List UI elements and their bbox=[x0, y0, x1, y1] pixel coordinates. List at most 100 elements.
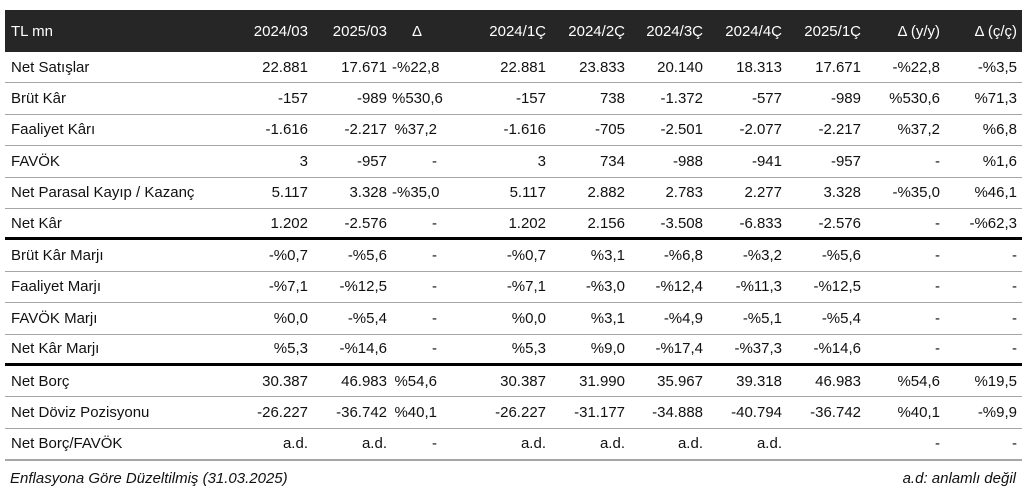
cell: 738 bbox=[551, 82, 630, 115]
header-cell: 2024/1Ç bbox=[442, 10, 551, 52]
cell: 3 bbox=[235, 145, 313, 178]
cell: -%3,0 bbox=[551, 271, 630, 304]
cell: -%5,6 bbox=[313, 238, 392, 272]
cell: -26.227 bbox=[442, 396, 551, 429]
cell: -%4,9 bbox=[630, 302, 708, 335]
cell: -%14,6 bbox=[313, 334, 392, 366]
cell: 17.671 bbox=[313, 52, 392, 84]
cell: %40,1 bbox=[866, 396, 945, 429]
cell: -%12,5 bbox=[313, 271, 392, 304]
cell: -6.833 bbox=[708, 208, 787, 241]
row-label: Net Borç/FAVÖK bbox=[5, 428, 235, 462]
cell: -%0,7 bbox=[235, 238, 313, 272]
cell: 3.328 bbox=[787, 177, 866, 209]
cell: - bbox=[866, 238, 945, 272]
cell: -989 bbox=[313, 82, 392, 115]
cell: %0,0 bbox=[235, 302, 313, 335]
cell: - bbox=[866, 334, 945, 366]
cell: %1,6 bbox=[945, 145, 1022, 178]
cell: 2.783 bbox=[630, 177, 708, 209]
cell: - bbox=[945, 271, 1022, 304]
cell: 20.140 bbox=[630, 52, 708, 84]
cell: %54,6 bbox=[866, 364, 945, 398]
cell: -2.077 bbox=[708, 114, 787, 147]
cell: - bbox=[866, 428, 945, 462]
cell: 1.202 bbox=[235, 208, 313, 241]
cell: -%37,3 bbox=[708, 334, 787, 366]
cell: 5.117 bbox=[442, 177, 551, 209]
cell: %3,1 bbox=[551, 302, 630, 335]
cell: %40,1 bbox=[392, 396, 442, 429]
cell: 2.882 bbox=[551, 177, 630, 209]
header-cell: 2025/1Ç bbox=[787, 10, 866, 52]
header-row: TL mn 2024/03 2025/03 Δ 2024/1Ç 2024/2Ç 2024/3… bbox=[5, 10, 1022, 52]
cell: -%35,0 bbox=[392, 177, 442, 209]
table-row: Faaliyet Kârı -1.616 -2.217 %37,2 -1.616 -705… bbox=[5, 114, 1022, 147]
cell: %19,5 bbox=[945, 364, 1022, 398]
cell: - bbox=[945, 334, 1022, 366]
cell: a.d. bbox=[313, 428, 392, 462]
cell: %9,0 bbox=[551, 334, 630, 366]
cell: a.d. bbox=[235, 428, 313, 462]
cell: -988 bbox=[630, 145, 708, 178]
cell: -957 bbox=[787, 145, 866, 178]
cell: 3 bbox=[442, 145, 551, 178]
cell: -941 bbox=[708, 145, 787, 178]
header-cell: 2024/4Ç bbox=[708, 10, 787, 52]
empty-cell bbox=[787, 428, 866, 462]
cell: - bbox=[945, 428, 1022, 462]
cell: -%62,3 bbox=[945, 208, 1022, 241]
cell: -%17,4 bbox=[630, 334, 708, 366]
cell: -40.794 bbox=[708, 396, 787, 429]
cell: %5,3 bbox=[442, 334, 551, 366]
cell: -%7,1 bbox=[235, 271, 313, 304]
cell: 30.387 bbox=[235, 364, 313, 398]
cell: -%5,1 bbox=[708, 302, 787, 335]
cell: -3.508 bbox=[630, 208, 708, 241]
row-label: Brüt Kâr bbox=[5, 82, 235, 115]
cell: 30.387 bbox=[442, 364, 551, 398]
row-label: Net Parasal Kayıp / Kazanç bbox=[5, 177, 235, 209]
cell: -%9,9 bbox=[945, 396, 1022, 429]
row-label: FAVÖK Marjı bbox=[5, 302, 235, 335]
cell: -%3,5 bbox=[945, 52, 1022, 84]
row-label: Brüt Kâr Marjı bbox=[5, 238, 235, 272]
cell: -705 bbox=[551, 114, 630, 147]
cell: -%5,4 bbox=[313, 302, 392, 335]
cell: - bbox=[866, 302, 945, 335]
cell: %5,3 bbox=[235, 334, 313, 366]
cell: - bbox=[392, 428, 442, 462]
cell: -36.742 bbox=[313, 396, 392, 429]
cell: 734 bbox=[551, 145, 630, 178]
cell: - bbox=[866, 208, 945, 241]
cell: -26.227 bbox=[235, 396, 313, 429]
table-wrap: TL mn 2024/03 2025/03 Δ 2024/1Ç 2024/2Ç 2024/3… bbox=[5, 10, 1022, 462]
header-cell: 2024/3Ç bbox=[630, 10, 708, 52]
cell: -31.177 bbox=[551, 396, 630, 429]
cell: %71,3 bbox=[945, 82, 1022, 115]
cell: -957 bbox=[313, 145, 392, 178]
cell: -36.742 bbox=[787, 396, 866, 429]
cell: -%7,1 bbox=[442, 271, 551, 304]
cell: %37,2 bbox=[392, 114, 442, 147]
cell: -%11,3 bbox=[708, 271, 787, 304]
footer: Enflasyona Göre Düzeltilmiş (31.03.2025)… bbox=[10, 470, 1016, 487]
cell: -%3,2 bbox=[708, 238, 787, 272]
cell: -%22,8 bbox=[866, 52, 945, 84]
row-label: Net Kâr Marjı bbox=[5, 334, 235, 366]
cell: 39.318 bbox=[708, 364, 787, 398]
cell: -157 bbox=[235, 82, 313, 115]
cell: %37,2 bbox=[866, 114, 945, 147]
cell: %54,6 bbox=[392, 364, 442, 398]
cell: -%35,0 bbox=[866, 177, 945, 209]
cell: 46.983 bbox=[787, 364, 866, 398]
cell: -2.217 bbox=[787, 114, 866, 147]
cell: -%5,4 bbox=[787, 302, 866, 335]
table-row: Brüt Kâr Marjı -%0,7 -%5,6- -%0,7 %3,1 -%6,8-… bbox=[5, 238, 1022, 272]
cell: -577 bbox=[708, 82, 787, 115]
cell: 35.967 bbox=[630, 364, 708, 398]
cell: - bbox=[392, 271, 442, 304]
footer-legend: a.d: anlamlı değil bbox=[902, 470, 1016, 487]
row-label: Net Borç bbox=[5, 364, 235, 398]
